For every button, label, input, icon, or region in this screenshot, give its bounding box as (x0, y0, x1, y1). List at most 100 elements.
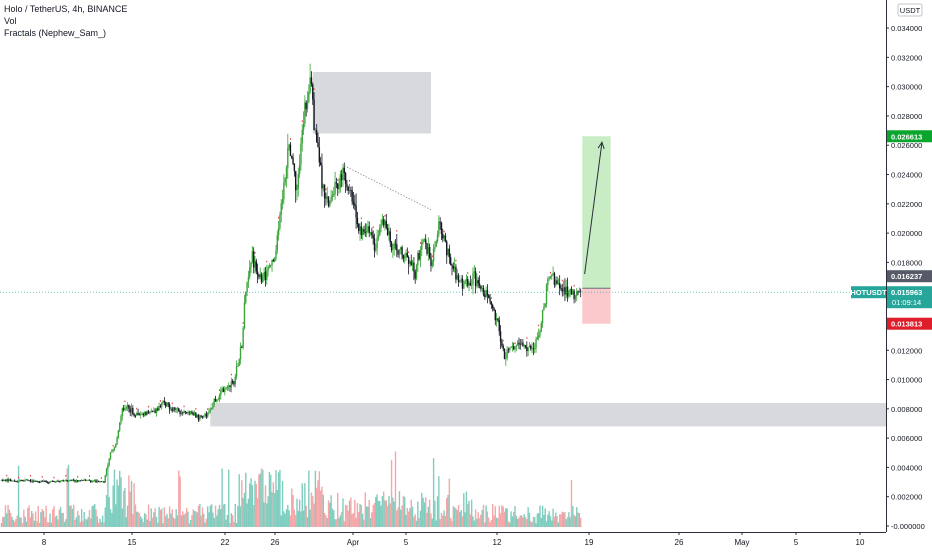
volume-bar (342, 498, 344, 527)
price-tick-label: 0.028000 (891, 112, 922, 121)
demand-zone (210, 402, 886, 427)
volume-bar (83, 512, 85, 527)
candle-body (115, 444, 117, 448)
candle-body (308, 92, 310, 102)
candle-body (470, 284, 473, 286)
volume-bar (556, 516, 558, 527)
volume-bar (363, 519, 365, 527)
volume-bar (277, 472, 280, 527)
candle-body (199, 415, 201, 420)
candle-body (519, 343, 521, 345)
candle-body (273, 258, 276, 262)
fractal-mark (561, 279, 563, 282)
volume-bar (476, 518, 478, 527)
candle-body (107, 464, 109, 469)
candle-body (88, 479, 91, 481)
volume-bar (480, 514, 482, 527)
candle-body (212, 403, 214, 409)
candle-body (509, 347, 511, 351)
candle-body (536, 337, 539, 340)
candle-body (229, 385, 231, 388)
price-axis[interactable]: 0.034000 0.032000 0.030000 0.028000 0.026000… (850, 0, 932, 550)
volume-bar (568, 512, 570, 527)
volume-bar (203, 513, 205, 527)
candle-body (350, 190, 352, 191)
candle-body (146, 411, 148, 415)
candle-body (283, 182, 285, 200)
volume-bar (390, 459, 393, 527)
indicator-fractals-label[interactable]: Fractals (Nephew_Sam_) (4, 28, 107, 38)
volume-bar (518, 517, 520, 527)
candle-body (578, 290, 581, 293)
volume-bar (457, 504, 460, 527)
time-tick-label: 19 (585, 538, 594, 547)
drawing-zones[interactable] (210, 72, 886, 427)
volume-bar (406, 508, 409, 527)
indicator-vol-label[interactable]: Vol (4, 16, 17, 26)
ticker-badge (851, 286, 886, 299)
volume-bar (59, 507, 62, 527)
volume-bar (270, 474, 272, 527)
candle-body (256, 271, 259, 275)
time-tick-label: 10 (856, 538, 865, 547)
volume-bar (95, 509, 97, 527)
volume-bar (397, 507, 399, 527)
volume-bar (530, 521, 532, 527)
candle-body (547, 278, 549, 286)
currency-label: USDT (900, 6, 921, 15)
candle-body (310, 77, 313, 85)
time-axis[interactable]: 8 15 22 26 Apr 5 12 19 26 May 5 10 (0, 532, 932, 550)
candle-body (122, 408, 125, 410)
candle-body (397, 250, 399, 255)
volume-bar (431, 518, 433, 527)
candle-body (401, 247, 403, 256)
volume-bar (4, 505, 7, 527)
time-tick-label: 26 (675, 538, 684, 547)
volume-bar (163, 507, 166, 527)
candle-body (485, 290, 487, 298)
candle-body (172, 407, 175, 412)
candle-body (440, 222, 443, 234)
candle-body (121, 408, 124, 417)
volume-bar (358, 511, 360, 527)
volume-bar (32, 513, 34, 527)
candle-body (220, 390, 222, 396)
candle-body (457, 275, 460, 283)
volume-bar (15, 518, 17, 527)
candle-body (354, 203, 356, 206)
candle-body (31, 480, 33, 482)
volume-bar (159, 509, 162, 527)
candle-body (579, 290, 582, 292)
volume-bar (442, 515, 444, 527)
candle-body (70, 480, 72, 482)
candle-body (95, 480, 97, 483)
volume-bar (513, 511, 515, 527)
volume-bar (319, 490, 322, 527)
candle-body (243, 302, 246, 329)
candle-body (66, 480, 68, 482)
volume-bar (91, 506, 93, 527)
volume-bar (551, 520, 553, 527)
volume-bar (491, 503, 494, 527)
volume-bar (237, 505, 239, 527)
fractal-mark (467, 272, 469, 274)
symbol-title[interactable]: Holo / TetherUS, 4h, BINANCE (4, 4, 128, 14)
candle-body (548, 278, 550, 279)
fractal-marks (6, 88, 575, 479)
volume-bar (174, 518, 176, 527)
volume-bars (0, 451, 582, 527)
candle-body (224, 389, 226, 393)
volume-bar (37, 505, 39, 527)
candle-body (439, 221, 441, 223)
volume-bar (446, 498, 448, 527)
drawing-lines[interactable] (0, 141, 886, 293)
arrow-head (597, 141, 605, 150)
volume-bar (417, 501, 419, 527)
volume-bar (302, 510, 305, 527)
candle-body (564, 287, 566, 295)
time-tick-label: 15 (128, 538, 137, 547)
volume-bar (426, 512, 428, 527)
candle-body (119, 422, 121, 431)
